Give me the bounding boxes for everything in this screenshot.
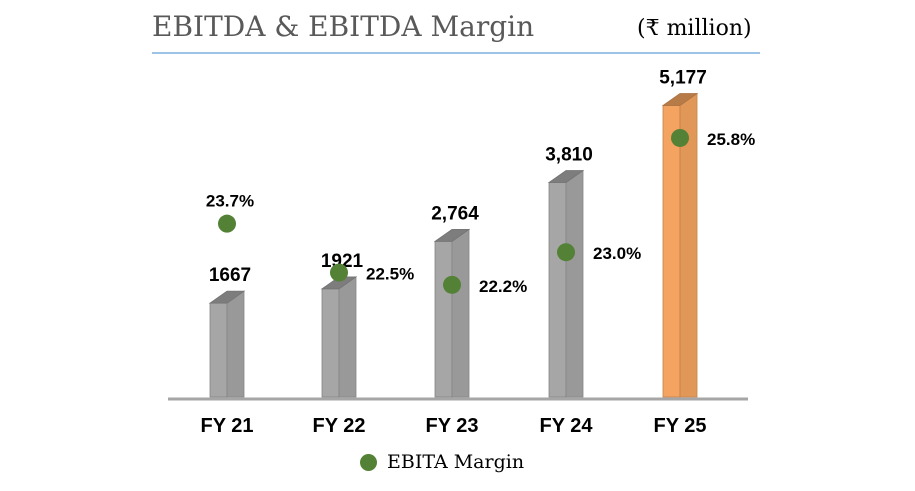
bar-fy25 (661, 92, 699, 398)
margin-point (443, 275, 461, 294)
legend-label: EBITA Margin (387, 451, 525, 473)
x-tick-label: FY 23 (426, 415, 479, 437)
bar-top (320, 276, 358, 290)
x-tick-label: FY 21 (201, 415, 254, 437)
margin-value-label: 25.8% (707, 130, 755, 149)
margin-value-label: 23.7% (206, 192, 254, 211)
margin-point (218, 214, 236, 233)
bar-front (548, 182, 567, 398)
bar-fy22 (320, 276, 358, 398)
bar-front (662, 105, 681, 398)
bar-value-label: 5,177 (659, 68, 707, 89)
x-tick-label: FY 25 (654, 415, 707, 437)
x-tick-label: FY 24 (540, 415, 594, 437)
margin-value-label: 23.0% (593, 244, 641, 263)
bar-front (209, 302, 228, 398)
bar-value-label: 1921 (321, 251, 364, 272)
bar-side (451, 228, 470, 398)
bar-top (208, 290, 246, 304)
bar-side (226, 290, 245, 398)
x-tick-label: FY 22 (313, 415, 366, 437)
margin-value-label: 22.5% (366, 265, 414, 284)
bar-value-label: 1667 (209, 265, 251, 286)
title-underline (152, 52, 760, 54)
legend: EBITA Margin (360, 451, 524, 473)
bar-value-label: 2,764 (431, 203, 479, 224)
bar-fy21 (208, 290, 246, 398)
bar-front (321, 288, 340, 398)
bar-fy24 (547, 169, 585, 398)
margin-value-label: 22.2% (479, 277, 527, 296)
bar-top (547, 170, 585, 183)
bar-front (434, 240, 453, 398)
bar-side (338, 276, 357, 398)
bar-top (433, 228, 471, 242)
legend-marker-icon (360, 453, 377, 471)
bar-side (565, 169, 584, 398)
chart-title: EBITDA & EBITDA Margin (152, 10, 535, 43)
bar-fy23 (433, 228, 471, 398)
margin-point (557, 243, 575, 262)
bar-value-label: 3,810 (545, 144, 593, 165)
bar-top (661, 93, 699, 106)
margin-point (330, 263, 348, 282)
margin-point (671, 128, 689, 147)
unit-label: (₹ million) (637, 16, 752, 41)
